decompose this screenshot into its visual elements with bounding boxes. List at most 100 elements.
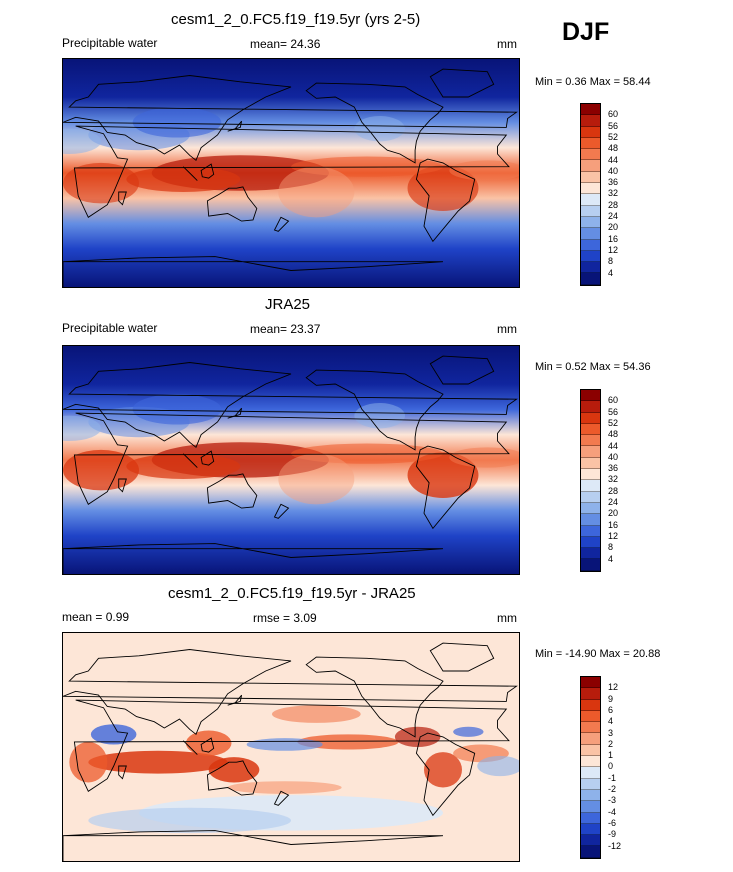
colorbar-tick-label: 4: [608, 553, 614, 564]
colorbar-tick-label: 12: [608, 682, 619, 693]
panel1-title: cesm1_2_0.FC5.f19_f19.5yr (yrs 2-5): [171, 11, 421, 28]
colorbar-tick-label: 32: [608, 188, 619, 199]
panel3-mean-label: mean = 0.99: [62, 610, 130, 624]
field-contour: [132, 394, 222, 425]
colorbar-tick-label: -12: [608, 840, 622, 851]
season-label: DJF: [562, 18, 610, 46]
field-contour: [354, 403, 405, 429]
panel2-variable-label: Precipitable water: [62, 321, 158, 335]
colorbar-tick-label: -4: [608, 806, 617, 817]
colorbar-tick-label: 56: [608, 406, 619, 417]
colorbar-tick-label: 40: [608, 165, 619, 176]
colorbar-swatch: [581, 699, 600, 711]
colorbar-swatch: [581, 160, 600, 172]
colorbar-tick-label: 4: [608, 267, 614, 278]
colorbar-tick-label: 52: [608, 131, 619, 142]
field-contour: [354, 116, 405, 142]
field-contour: [88, 750, 228, 774]
colorbar-tick-label: 0: [608, 761, 614, 772]
colorbar-tick-label: 6: [608, 704, 614, 715]
panel3-units-label: mm: [497, 611, 517, 625]
colorbar-tick-label: 28: [608, 199, 619, 210]
colorbar-swatch: [581, 835, 600, 847]
colorbar-swatch: [581, 744, 600, 757]
colorbar-tick-label: 32: [608, 474, 619, 485]
colorbar-tick-label: 20: [608, 508, 619, 519]
colorbar-tick-label: -9: [608, 829, 617, 840]
colorbar-swatch: [581, 469, 600, 481]
colorbar-tick-label: 12: [608, 530, 619, 541]
field-contour: [297, 734, 399, 750]
field-contour: [185, 730, 232, 756]
colorbar-swatch: [581, 823, 600, 836]
colorbar-swatch: [581, 514, 600, 526]
field-contour: [63, 415, 101, 441]
colorbar-tick-label: 16: [608, 519, 619, 530]
field-contour: [278, 166, 355, 218]
colorbar-tick-label: 48: [608, 143, 619, 154]
colorbar-tick-label: -1: [608, 772, 617, 783]
colorbar-swatch: [581, 688, 600, 700]
field-contour: [278, 453, 355, 505]
colorbar-tick-label: 60: [608, 395, 619, 406]
colorbar-swatch: [581, 423, 600, 436]
colorbar-swatch: [581, 812, 600, 824]
panel2-map: [62, 345, 520, 575]
colorbar-swatch: [581, 457, 600, 470]
coastlines: [63, 642, 518, 861]
panel3-colorbar: [580, 676, 601, 859]
colorbar-swatch: [581, 491, 600, 503]
colorbar-swatch: [581, 435, 600, 447]
coastlines: [63, 68, 518, 287]
colorbar-tick-label: 3: [608, 727, 614, 738]
panel1-variable-label: Precipitable water: [62, 36, 158, 50]
colorbar-swatch: [581, 171, 600, 184]
colorbar-swatch: [581, 205, 600, 217]
colorbar-tick-label: 36: [608, 463, 619, 474]
colorbar-swatch: [581, 401, 600, 413]
colorbar-tick-label: 40: [608, 451, 619, 462]
panel1-map: [62, 58, 520, 288]
colorbar-swatch: [581, 149, 600, 161]
colorbar-swatch: [581, 390, 600, 402]
colorbar-swatch: [581, 273, 600, 285]
colorbar-swatch: [581, 536, 600, 549]
colorbar-tick-label: 16: [608, 233, 619, 244]
colorbar-tick-label: 9: [608, 693, 614, 704]
colorbar-tick-label: 2: [608, 738, 614, 749]
panel2-title: JRA25: [265, 296, 311, 313]
panel2-minmax-label: Min = 0.52 Max = 54.36: [535, 361, 651, 373]
colorbar-swatch: [581, 767, 600, 779]
panel3-map: [62, 632, 520, 862]
panel3-rmse-label: rmse = 3.09: [253, 611, 317, 625]
colorbar-tick-label: 44: [608, 440, 619, 451]
colorbar-tick-label: 20: [608, 222, 619, 233]
field-contour: [272, 705, 361, 723]
panel2-mean-label: mean= 23.37: [250, 322, 321, 336]
colorbar-swatch: [581, 548, 600, 560]
colorbar-tick-label: -6: [608, 817, 617, 828]
colorbar-swatch: [581, 559, 600, 571]
colorbar-swatch: [581, 228, 600, 240]
colorbar-swatch: [581, 262, 600, 274]
colorbar-tick-label: -3: [608, 795, 617, 806]
colorbar-swatch: [581, 412, 600, 424]
field-contour: [63, 449, 139, 491]
panel1-minmax-label: Min = 0.36 Max = 58.44: [535, 76, 651, 88]
panel1-colorbar: [580, 103, 601, 286]
colorbar-swatch: [581, 446, 600, 458]
colorbar-tick-label: 24: [608, 497, 619, 507]
colorbar-swatch: [581, 778, 600, 790]
colorbar-swatch: [581, 756, 600, 768]
coastlines: [63, 355, 518, 574]
colorbar-swatch: [581, 733, 600, 745]
colorbar-tick-label: 48: [608, 429, 619, 440]
panel1-units-label: mm: [497, 37, 517, 51]
field-contour: [69, 741, 108, 783]
colorbar-swatch: [581, 250, 600, 263]
colorbar-swatch: [581, 801, 600, 813]
colorbar-tick-label: 28: [608, 485, 619, 496]
colorbar-swatch: [581, 789, 600, 802]
colorbar-swatch: [581, 710, 600, 723]
colorbar-tick-label: 8: [608, 256, 614, 267]
